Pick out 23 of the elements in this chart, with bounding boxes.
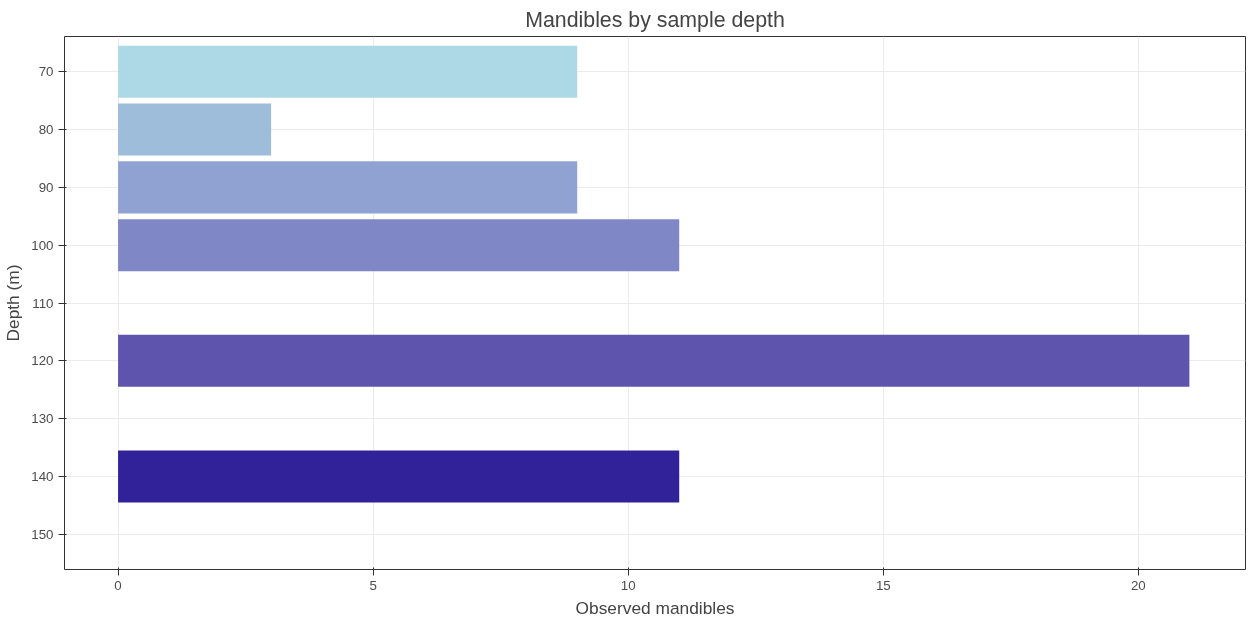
y-tick-label: 120 — [31, 353, 54, 369]
chart-title: Mandibles by sample depth — [525, 7, 785, 32]
y-tick-label: 140 — [31, 468, 54, 484]
bar — [118, 45, 578, 98]
x-tick-label: 20 — [1130, 577, 1146, 593]
x-tick-label: 5 — [369, 577, 377, 593]
x-tick-label: 15 — [875, 577, 891, 593]
y-tick-label: 90 — [38, 179, 54, 195]
bar — [118, 450, 680, 503]
y-tick-label: 100 — [31, 237, 54, 253]
y-tick-label: 110 — [32, 295, 54, 311]
bar — [118, 334, 1190, 387]
y-tick-label: 130 — [31, 411, 54, 427]
y-tick-label: 80 — [38, 122, 54, 138]
x-axis-title: Observed mandibles — [575, 597, 735, 618]
y-tick-label: 150 — [31, 526, 54, 542]
bar — [118, 161, 578, 214]
x-tick-label: 0 — [114, 577, 122, 593]
bar — [118, 219, 680, 272]
y-axis-title: Depth (m) — [3, 264, 24, 342]
x-tick-label: 10 — [620, 577, 636, 593]
bar — [118, 103, 272, 156]
y-tick-label: 70 — [38, 64, 54, 80]
